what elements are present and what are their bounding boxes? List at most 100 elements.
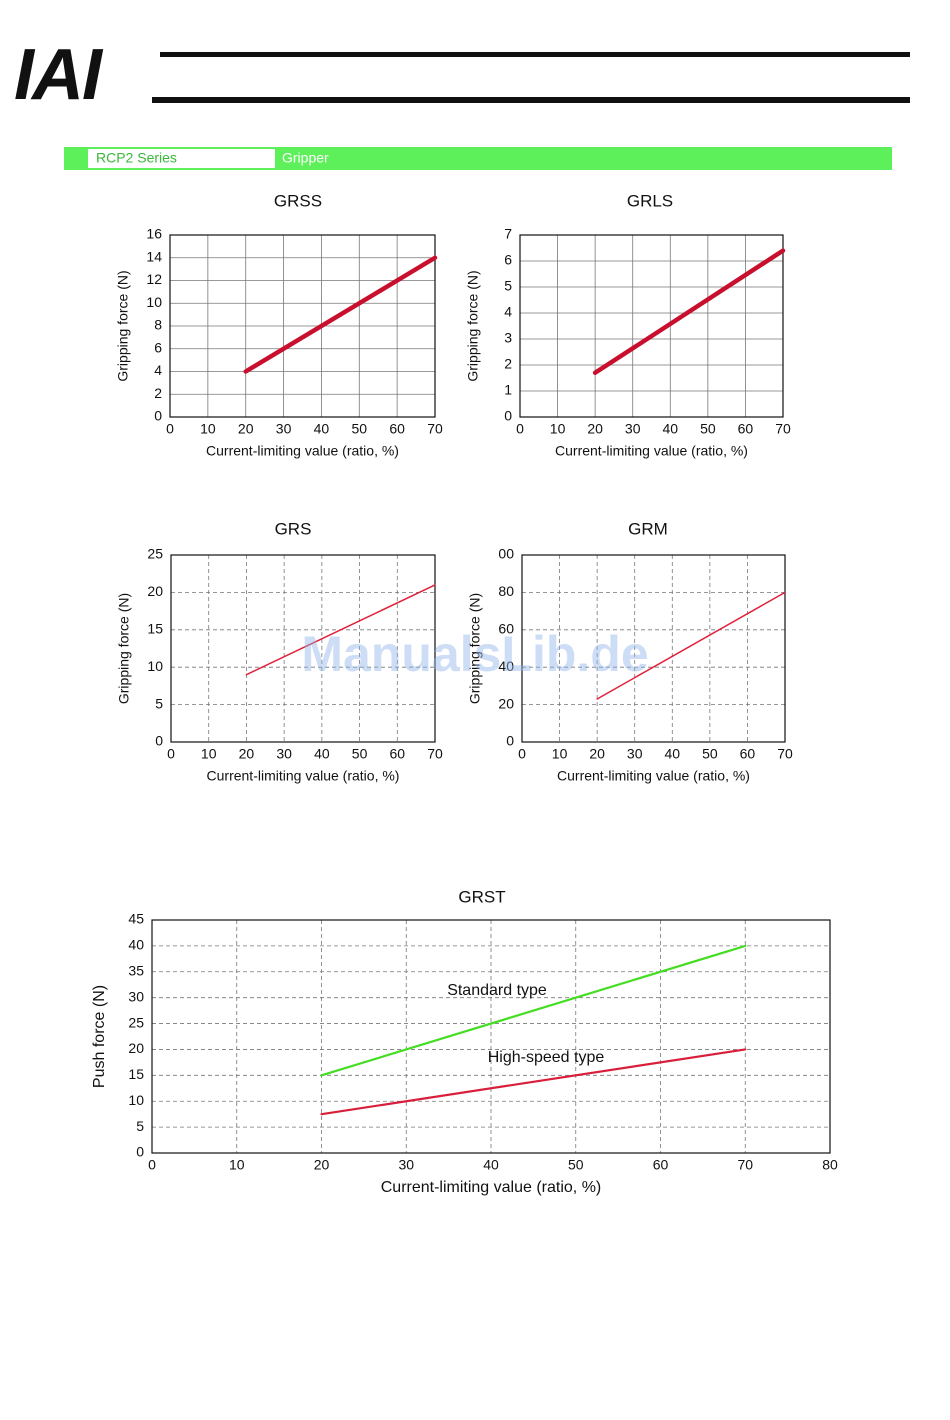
section-label: Gripper (282, 150, 329, 166)
y-tick-label: 25 (147, 546, 163, 562)
y-tick-label: 8 (154, 317, 162, 333)
x-tick-label: 60 (740, 746, 756, 762)
x-tick-label: 0 (518, 746, 526, 762)
header-rule (152, 97, 910, 103)
y-axis-label: Gripping force (N) (115, 270, 131, 381)
chart-title: GRST (458, 887, 505, 906)
x-tick-label: 60 (389, 746, 405, 762)
x-tick-label: 70 (777, 746, 793, 762)
y-axis-label: Gripping force (N) (116, 593, 132, 704)
x-tick-label: 60 (738, 421, 754, 437)
y-axis-label: Push force (N) (91, 985, 108, 1088)
x-tick-label: 70 (737, 1157, 753, 1173)
y-tick-label: 6 (154, 339, 162, 355)
y-tick-label: 2 (154, 385, 162, 401)
x-tick-label: 50 (702, 746, 718, 762)
header-rule (160, 52, 910, 57)
y-tick-label: 30 (128, 988, 144, 1004)
y-tick-label: 16 (146, 226, 162, 242)
x-tick-label: 50 (700, 421, 716, 437)
x-tick-label: 40 (664, 746, 680, 762)
x-tick-label: 20 (314, 1157, 330, 1173)
series-label: Standard type (447, 982, 547, 999)
series-box (88, 149, 275, 168)
watermark: ManualsLib.de (301, 626, 648, 682)
y-tick-label: 45 (128, 911, 144, 927)
series-label: High-speed type (488, 1049, 605, 1066)
y-tick-label: 6 (504, 252, 512, 268)
x-tick-label: 20 (239, 746, 255, 762)
x-tick-label: 60 (653, 1157, 669, 1173)
y-tick-label: 20 (147, 583, 163, 599)
x-tick-label: 10 (229, 1157, 245, 1173)
x-tick-label: 0 (148, 1157, 156, 1173)
x-tick-label: 50 (351, 421, 367, 437)
y-tick-label: 5 (155, 695, 163, 711)
y-tick-label: 25 (128, 1014, 144, 1030)
x-tick-label: 40 (314, 421, 330, 437)
x-tick-label: 30 (276, 421, 292, 437)
y-tick-label: 0 (154, 408, 162, 424)
data-line (245, 584, 436, 676)
x-tick-label: 0 (516, 421, 524, 437)
x-tick-label: 80 (822, 1157, 838, 1173)
y-tick-label: 14 (146, 248, 162, 264)
y-tick-label: 10 (128, 1092, 144, 1108)
y-tick-label: 0 (506, 733, 514, 749)
x-tick-label: 40 (314, 746, 330, 762)
y-tick-label: 1 (504, 382, 512, 398)
chart-title: GRM (628, 519, 668, 538)
plot-frame (519, 234, 784, 418)
y-tick-label: 20 (128, 1040, 144, 1056)
x-tick-label: 60 (389, 421, 405, 437)
x-tick-label: 30 (276, 746, 292, 762)
y-tick-label: 4 (504, 304, 512, 320)
x-tick-label: 20 (589, 746, 605, 762)
x-tick-label: 10 (550, 421, 566, 437)
x-axis-label: Current-limiting value (ratio, %) (206, 443, 399, 459)
x-tick-label: 0 (167, 746, 175, 762)
x-tick-label: 70 (775, 421, 791, 437)
y-tick-label: 00 (498, 546, 514, 562)
x-tick-label: 70 (427, 421, 443, 437)
plot-frame (170, 554, 436, 743)
y-tick-label: 5 (136, 1118, 144, 1134)
logo: IAI (14, 35, 104, 115)
x-tick-label: 50 (568, 1157, 584, 1173)
x-axis-label: Current-limiting value (ratio, %) (555, 443, 748, 459)
y-tick-label: 12 (146, 271, 162, 287)
y-tick-label: 15 (147, 621, 163, 637)
plot-frame (169, 234, 436, 418)
y-tick-label: 0 (155, 733, 163, 749)
y-tick-label: 60 (498, 621, 514, 637)
y-tick-label: 2 (504, 356, 512, 372)
y-tick-label: 40 (128, 937, 144, 953)
y-tick-label: 0 (504, 408, 512, 424)
plot-frame (151, 919, 831, 1154)
y-tick-label: 10 (146, 294, 162, 310)
x-tick-label: 50 (352, 746, 368, 762)
y-tick-label: 5 (504, 278, 512, 294)
y-tick-label: 7 (504, 226, 512, 242)
x-tick-label: 10 (200, 421, 216, 437)
x-tick-label: 0 (166, 421, 174, 437)
y-tick-label: 80 (498, 583, 514, 599)
y-axis-label: Gripping force (N) (467, 593, 483, 704)
x-tick-label: 30 (398, 1157, 414, 1173)
y-tick-label: 10 (147, 658, 163, 674)
y-axis-label: Gripping force (N) (465, 270, 481, 381)
data-line (243, 255, 438, 374)
x-tick-label: 20 (238, 421, 254, 437)
x-tick-label: 20 (587, 421, 603, 437)
x-tick-label: 40 (483, 1157, 499, 1173)
chart-title: GRLS (627, 191, 673, 210)
x-tick-label: 40 (662, 421, 678, 437)
data-line (320, 1048, 747, 1116)
y-tick-label: 0 (136, 1144, 144, 1160)
x-tick-label: 10 (552, 746, 568, 762)
data-line (592, 248, 786, 376)
y-tick-label: 40 (498, 658, 514, 674)
x-tick-label: 30 (627, 746, 643, 762)
